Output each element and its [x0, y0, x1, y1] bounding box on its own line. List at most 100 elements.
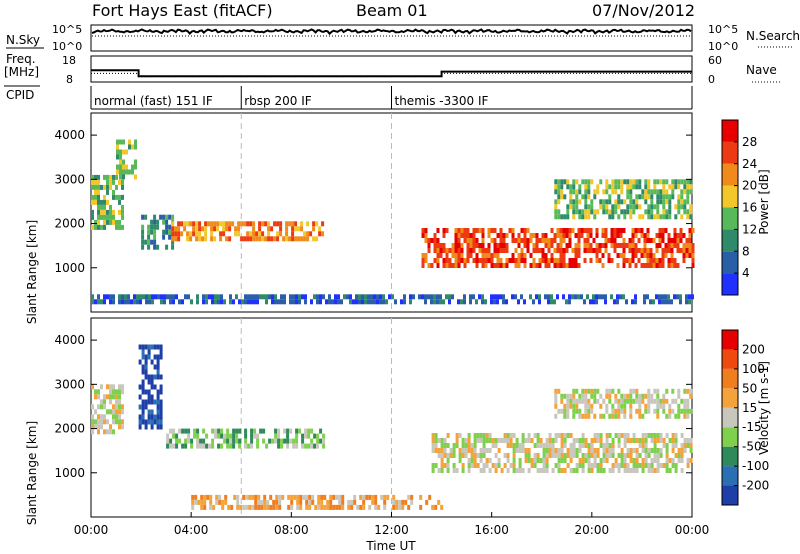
velocity-panel-echo-cell	[473, 448, 477, 453]
velocity-panel-echo-cell	[563, 433, 567, 438]
velocity-panel-echo-cell	[479, 458, 483, 463]
power-panel-echo-cell	[156, 224, 160, 230]
velocity-panel-echo-cell	[569, 398, 573, 404]
velocity-panel-echo-cell	[560, 408, 564, 414]
velocity-panel-echo-cell	[572, 403, 576, 409]
velocity-panel-echo-cell	[156, 399, 160, 405]
power-panel-echo-cell	[270, 226, 274, 232]
power-panel-echo-cell	[481, 243, 485, 248]
power-panel-echo-cell	[602, 189, 606, 195]
velocity-panel-echo-cell	[563, 453, 567, 458]
power-panel-echo-cell	[153, 239, 157, 245]
power-panel-echo-cell	[508, 258, 512, 263]
power-panel-echo-cell	[237, 221, 241, 227]
power-panel-echo-cell	[228, 226, 232, 232]
power-panel-echo-cell	[165, 229, 169, 235]
velocity-panel-echo-cell	[383, 494, 387, 500]
power-panel-echo-cell	[589, 228, 593, 233]
power-panel-echo-cell	[517, 263, 521, 268]
power-panel-echo-cell	[216, 226, 220, 232]
power-panel-echo-cell	[394, 299, 397, 305]
power-panel-echo-cell	[131, 164, 134, 170]
velocity-panel-echo-cell	[277, 438, 281, 444]
velocity-panel-echo-cell	[662, 438, 666, 443]
velocity-panel-echo-cell	[91, 384, 94, 390]
velocity-panel-echo-cell	[482, 443, 486, 448]
power-panel-echo-cell	[604, 299, 607, 305]
velocity-panel-echo-cell	[608, 398, 612, 404]
power-colorbar-swatch	[722, 163, 738, 186]
power-panel-echo-cell	[103, 174, 106, 180]
power-panel-echo-cell	[312, 236, 316, 242]
velocity-panel-echo-cell	[153, 344, 157, 350]
velocity-panel-echo-cell	[620, 463, 624, 468]
power-panel-echo-cell	[433, 294, 436, 300]
power-panel-echo-cell	[147, 234, 151, 240]
power-panel-echo-cell	[622, 253, 626, 258]
velocity-panel-echo-cell	[557, 453, 561, 458]
nsearch-tick-top: 10^5	[708, 23, 738, 36]
power-panel-echo-cell	[511, 253, 515, 258]
power-panel-echo-cell	[166, 294, 169, 300]
power-panel-echo-cell	[653, 214, 657, 220]
velocity-panel-echo-cell	[635, 398, 639, 404]
power-panel-echo-cell	[677, 179, 681, 185]
velocity-panel-echo-cell	[147, 394, 151, 400]
power-panel-echo-cell	[578, 199, 582, 205]
power-panel-echo-cell	[276, 231, 280, 237]
power-panel-echo-cell	[439, 243, 443, 248]
power-panel-echo-cell	[587, 209, 591, 215]
power-panel-echo-cell	[547, 238, 551, 243]
velocity-panel-echo-cell	[578, 458, 582, 463]
power-panel-echo-cell	[328, 294, 331, 300]
velocity-panel-echo-cell	[308, 499, 312, 505]
velocity-panel-echo-cell	[138, 419, 142, 425]
velocity-panel-echo-cell	[596, 438, 600, 443]
power-panel-echo-cell	[604, 248, 608, 253]
velocity-panel-echo-cell	[617, 403, 621, 409]
power-panel-echo-cell	[643, 299, 646, 305]
velocity-panel-echo-cell	[653, 443, 657, 448]
power-panel-echo-cell	[364, 299, 367, 305]
power-panel-echo-cell	[566, 209, 570, 215]
velocity-panel-echo-cell	[290, 504, 294, 510]
velocity-panel-echo-cell	[563, 403, 567, 409]
velocity-panel-echo-cell	[656, 398, 660, 404]
power-panel-echo-cell	[652, 258, 656, 263]
velocity-panel-echo-cell	[509, 438, 513, 443]
power-panel-echo-cell	[490, 228, 494, 233]
velocity-panel-echo-cell	[497, 448, 501, 453]
velocity-panel-echo-cell	[617, 388, 621, 394]
power-panel-echo-cell	[658, 233, 662, 238]
velocity-panel-echo-cell	[109, 399, 112, 405]
power-panel-echo-cell	[493, 238, 497, 243]
power-panel-echo-cell	[553, 248, 557, 253]
power-panel-echo-cell	[599, 179, 603, 185]
power-panel-echo-cell	[520, 294, 523, 300]
velocity-panel-echo-cell	[274, 428, 278, 434]
power-panel-echo-cell	[680, 199, 684, 205]
power-panel-echo-cell	[478, 228, 482, 233]
velocity-panel-echo-cell	[103, 414, 106, 420]
velocity-panel-echo-cell	[254, 504, 258, 510]
velocity-panel-echo-cell	[338, 494, 342, 500]
velocity-panel-echo-cell	[656, 388, 660, 394]
power-panel-echo-cell	[580, 233, 584, 238]
power-panel-echo-cell	[178, 299, 181, 305]
power-panel-echo-cell	[559, 253, 563, 258]
velocity-panel-echo-cell	[656, 448, 660, 453]
velocity-colorbar-swatch	[722, 407, 738, 428]
velocity-panel-echo-cell	[572, 388, 576, 394]
power-panel-echo-cell	[650, 199, 654, 205]
velocity-panel-echo-cell	[440, 448, 444, 453]
power-panel-echo-cell	[148, 299, 151, 305]
power-panel-echo-cell	[560, 214, 564, 220]
velocity-panel-echo-cell	[298, 428, 302, 434]
power-panel-echo-cell	[382, 299, 385, 305]
velocity-panel-echo-cell	[659, 463, 663, 468]
power-panel-echo-cell	[685, 238, 689, 243]
power-panel-echo-cell	[273, 236, 277, 242]
velocity-panel-echo-cell	[350, 499, 354, 505]
velocity-panel-echo-cell	[506, 453, 510, 458]
velocity-panel-echo-cell	[593, 398, 597, 404]
